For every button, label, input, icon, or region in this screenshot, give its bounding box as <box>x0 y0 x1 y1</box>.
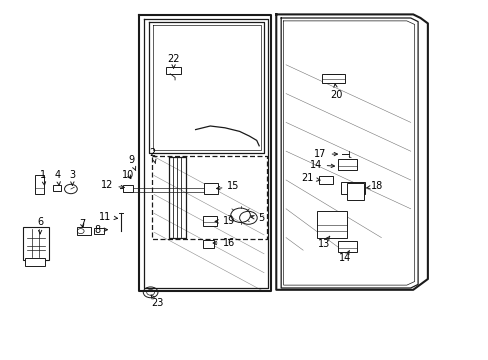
Text: 2: 2 <box>149 148 156 163</box>
Text: 1: 1 <box>40 170 46 185</box>
Text: 19: 19 <box>215 216 234 226</box>
FancyBboxPatch shape <box>25 258 45 266</box>
Text: 6: 6 <box>37 217 43 234</box>
Text: 20: 20 <box>329 84 342 100</box>
FancyBboxPatch shape <box>35 175 44 194</box>
FancyBboxPatch shape <box>123 185 133 192</box>
Text: 10: 10 <box>122 170 134 180</box>
Text: 3: 3 <box>69 170 75 185</box>
FancyBboxPatch shape <box>53 185 61 191</box>
FancyBboxPatch shape <box>203 240 213 248</box>
FancyBboxPatch shape <box>338 241 356 252</box>
Text: 8: 8 <box>94 225 107 235</box>
FancyBboxPatch shape <box>204 183 218 194</box>
Text: 12: 12 <box>101 180 124 190</box>
Text: 18: 18 <box>366 181 382 192</box>
FancyBboxPatch shape <box>321 74 345 83</box>
Text: 7: 7 <box>79 219 85 229</box>
Text: 23: 23 <box>151 295 163 308</box>
Text: 9: 9 <box>128 155 136 171</box>
Text: 11: 11 <box>99 212 117 222</box>
FancyBboxPatch shape <box>316 211 346 238</box>
FancyBboxPatch shape <box>318 176 332 184</box>
FancyBboxPatch shape <box>23 227 49 260</box>
Text: 16: 16 <box>213 238 234 248</box>
Text: 4: 4 <box>55 170 61 185</box>
FancyBboxPatch shape <box>166 67 181 74</box>
Text: 5: 5 <box>250 213 264 223</box>
FancyBboxPatch shape <box>203 216 216 226</box>
FancyBboxPatch shape <box>341 182 364 194</box>
Text: 17: 17 <box>314 149 337 159</box>
Text: 15: 15 <box>216 181 239 192</box>
FancyBboxPatch shape <box>77 227 91 235</box>
Text: 13: 13 <box>317 236 329 249</box>
Text: 21: 21 <box>301 173 319 183</box>
Text: 14: 14 <box>309 160 334 170</box>
Text: 22: 22 <box>167 54 180 68</box>
Text: 14: 14 <box>338 251 350 264</box>
FancyBboxPatch shape <box>346 183 364 200</box>
FancyBboxPatch shape <box>94 228 103 234</box>
FancyBboxPatch shape <box>338 159 356 170</box>
